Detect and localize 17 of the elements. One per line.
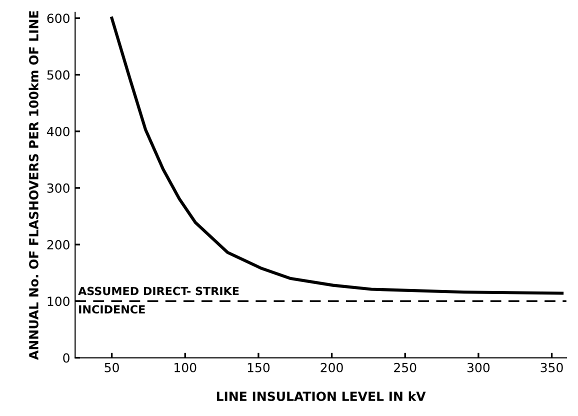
y-tick-label: 0 [63, 353, 70, 363]
y-tick-label: 400 [47, 126, 70, 136]
x-tick-label: 150 [248, 362, 270, 372]
x-axis-title: LINE INSULATION LEVEL IN kV [216, 391, 426, 402]
y-tick-label: 500 [47, 70, 70, 80]
x-tick-label: 100 [174, 362, 196, 372]
ref-line-label: ASSUMED DIRECT- STRIKE INCIDENCE [78, 286, 239, 314]
x-tick-label: 300 [467, 362, 490, 372]
y-tick-label: 100 [48, 296, 70, 306]
y-tick-label: 300 [47, 183, 70, 193]
y-axis-title: ANNUAL No. OF FLASHOVERS PER 100km OF LINE [28, 11, 38, 360]
x-tick-label: 200 [320, 362, 343, 372]
y-tick-label: 200 [47, 240, 70, 250]
x-tick-label: 250 [394, 362, 416, 372]
x-tick-label: 350 [540, 362, 563, 372]
y-tick-label: 600 [47, 14, 70, 24]
x-tick-label: 50 [104, 362, 119, 372]
